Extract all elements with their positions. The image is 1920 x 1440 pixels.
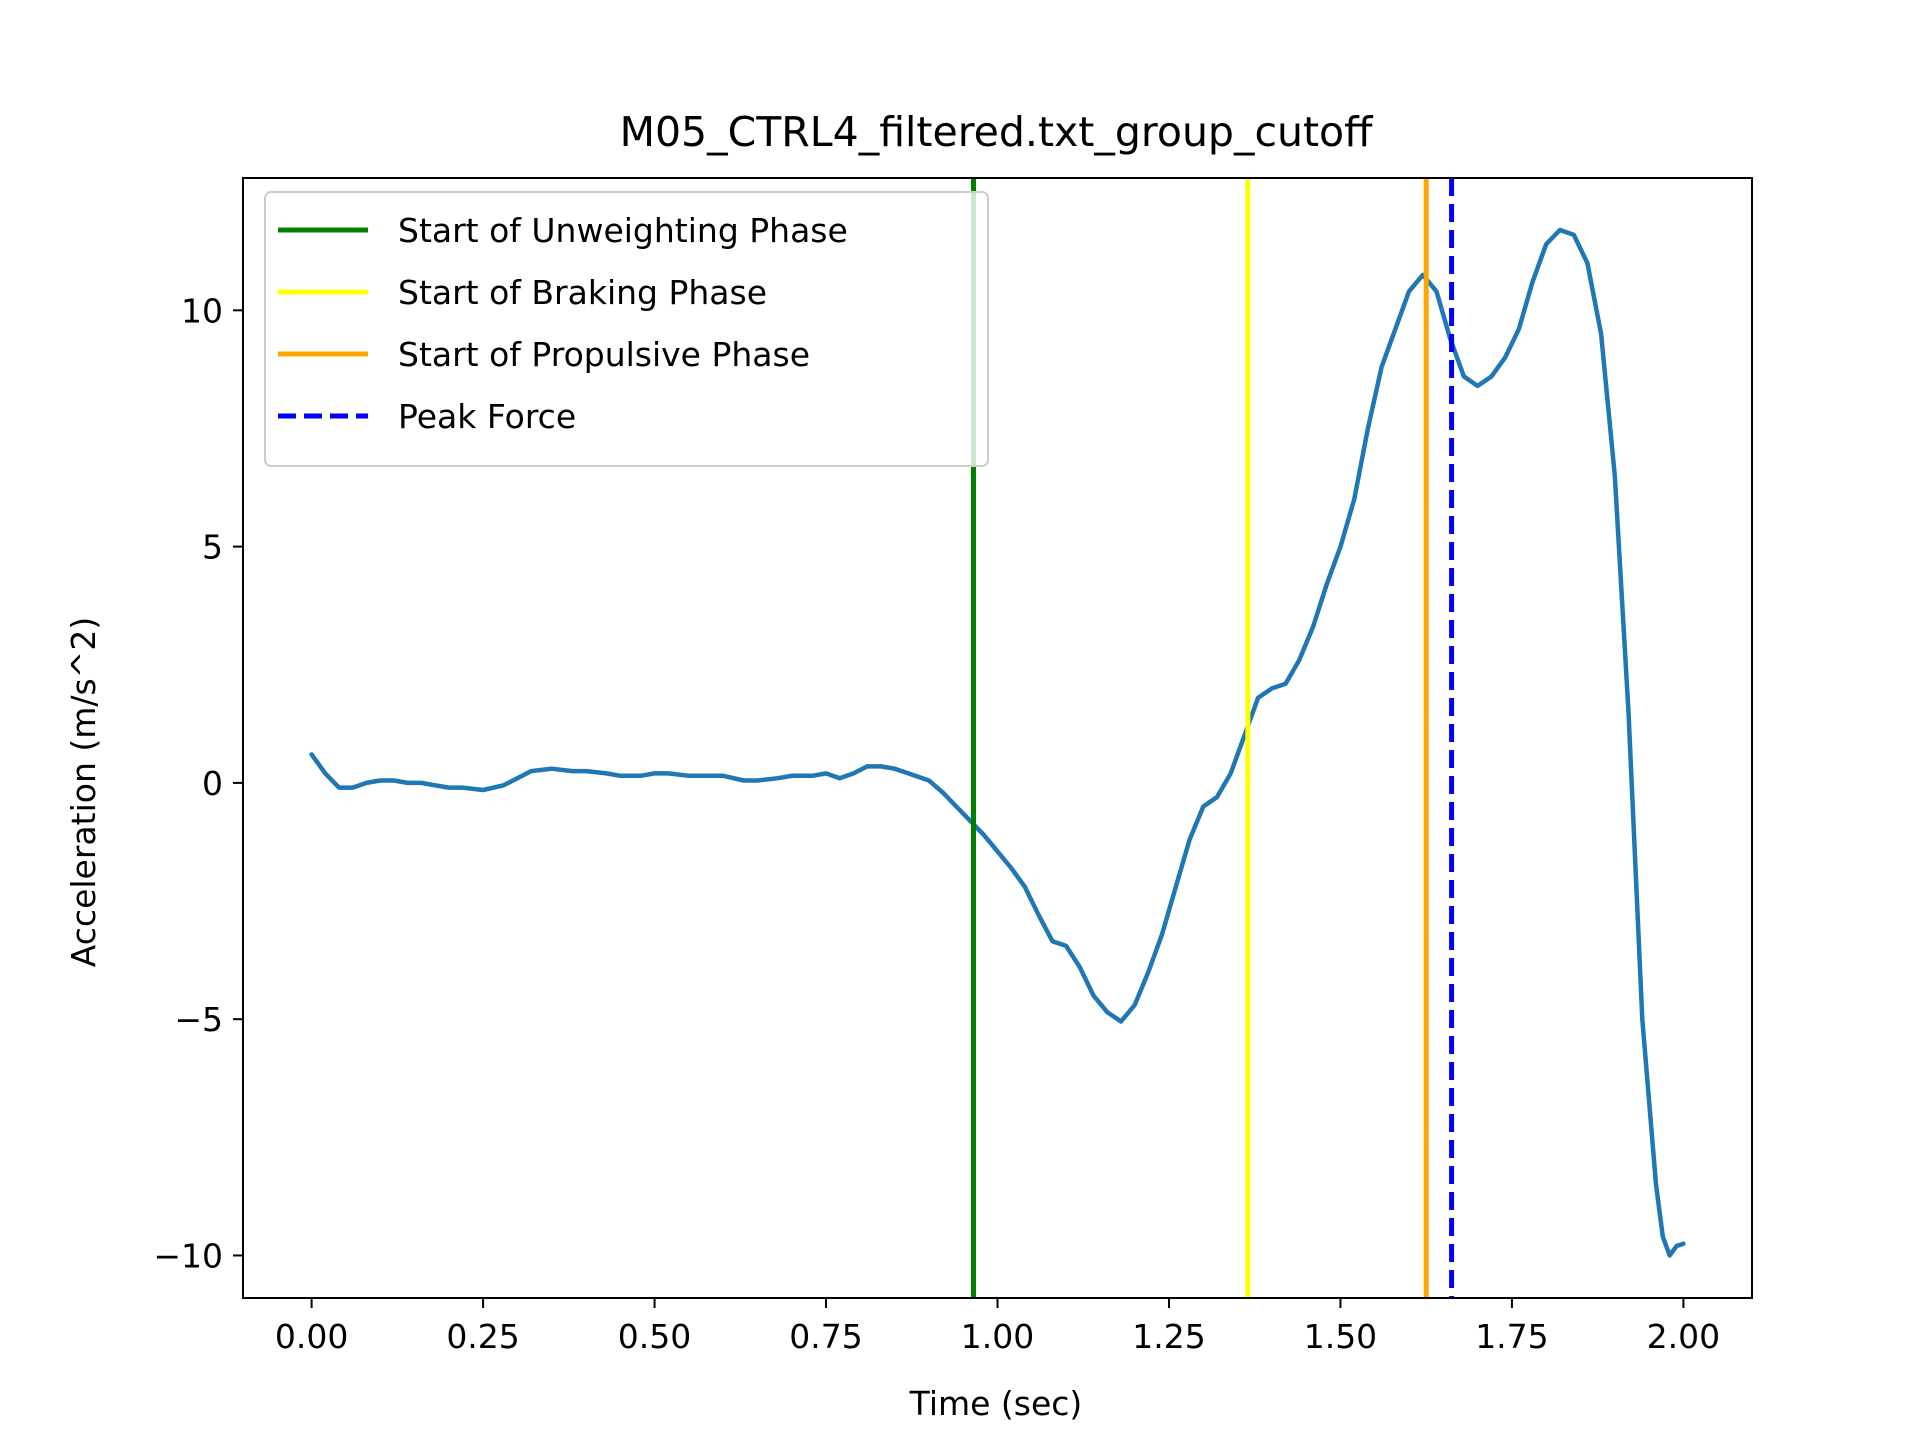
x-tick-label-4: 1.00 [961,1317,1034,1356]
x-axis: 0.00 0.25 0.50 0.75 1.00 1.25 1.50 1.75 2.00 [275,1298,1720,1356]
x-tick-label-1: 0.25 [446,1317,519,1356]
x-tick-label-5: 1.25 [1132,1317,1205,1356]
y-axis-label: Acceleration (m/s^2) [64,617,103,967]
x-tick-label-7: 1.75 [1475,1317,1548,1356]
x-axis-label: Time (sec) [909,1384,1083,1423]
y-tick-label-3: 5 [202,528,223,567]
legend-label-0: Start of Unweighting Phase [398,211,848,250]
legend-label-2: Start of Propulsive Phase [398,335,810,374]
y-tick-label-4: 10 [181,291,223,330]
x-tick-label-8: 2.00 [1647,1317,1720,1356]
legend-label-1: Start of Braking Phase [398,273,767,312]
y-tick-label-1: −5 [174,1000,223,1039]
x-tick-label-3: 0.75 [789,1317,862,1356]
y-tick-label-0: −10 [153,1236,223,1275]
chart-title: M05_CTRL4_filtered.txt_group_cutoff [620,108,1375,156]
y-axis: −10 −5 0 5 10 [153,291,243,1275]
y-tick-label-2: 0 [202,764,223,803]
legend: Start of Unweighting Phase Start of Braki… [264,191,989,467]
legend-label-3: Peak Force [398,397,576,436]
x-tick-label-2: 0.50 [618,1317,691,1356]
x-tick-label-0: 0.00 [275,1317,348,1356]
x-tick-label-6: 1.50 [1304,1317,1377,1356]
legend-box [264,191,989,467]
series-line-0 [309,227,1686,1258]
